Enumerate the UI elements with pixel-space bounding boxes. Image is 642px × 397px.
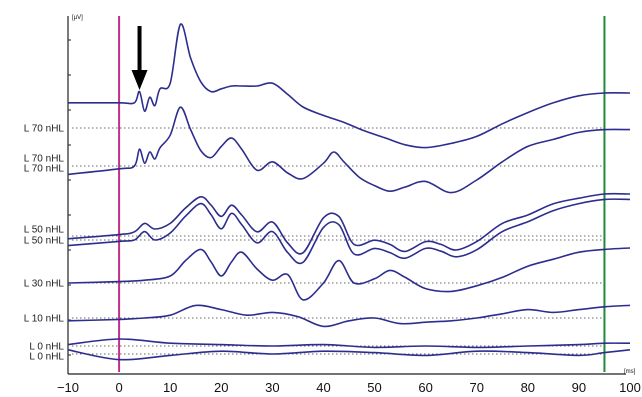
trace-2	[67, 192, 631, 255]
trace-label: L 10 nHL	[24, 314, 65, 325]
x-tick-label: 40	[316, 380, 330, 395]
x-tick-label: 60	[418, 380, 432, 395]
baseline-grid	[72, 127, 606, 355]
trace-label: L 70 nHL	[24, 164, 65, 175]
axes	[67, 16, 626, 375]
trace-label: L 50 nHL	[24, 225, 65, 236]
trace-label: L 70 nHL	[24, 124, 65, 135]
x-unit-label: [ms]	[624, 369, 636, 375]
trace-6	[67, 338, 631, 349]
trace-5	[67, 304, 631, 328]
x-tick-label: 70	[469, 380, 483, 395]
trace-label: L 50 nHL	[24, 236, 65, 247]
x-tick-label: 100	[619, 380, 641, 395]
x-tick-labels: −10 0 10 20 30 40 50 60 70 80 90 100	[57, 380, 641, 395]
x-tick-label: 20	[214, 380, 228, 395]
x-tick-label: 90	[572, 380, 586, 395]
x-tick-label: 0	[115, 380, 122, 395]
waveform-traces	[67, 23, 631, 361]
arrow-head	[131, 70, 148, 90]
trace-4	[67, 247, 631, 301]
trace-3	[67, 198, 631, 265]
annotation	[131, 26, 148, 90]
x-tick-label: −10	[57, 380, 79, 395]
x-tick-label: 50	[367, 380, 381, 395]
trace-1	[67, 106, 631, 194]
trace-0	[68, 23, 631, 149]
trace-7	[67, 349, 631, 361]
trace-label: L 0 nHL	[29, 342, 64, 353]
y-unit-label: [µV]	[72, 15, 83, 21]
trace-label: L 70 nHL	[24, 154, 65, 165]
x-tick-label: 30	[265, 380, 279, 395]
x-tick-label: 80	[521, 380, 535, 395]
trace-label: L 30 nHL	[24, 279, 65, 290]
trace-label: L 0 nHL	[29, 352, 64, 363]
x-tick-label: 10	[163, 380, 177, 395]
